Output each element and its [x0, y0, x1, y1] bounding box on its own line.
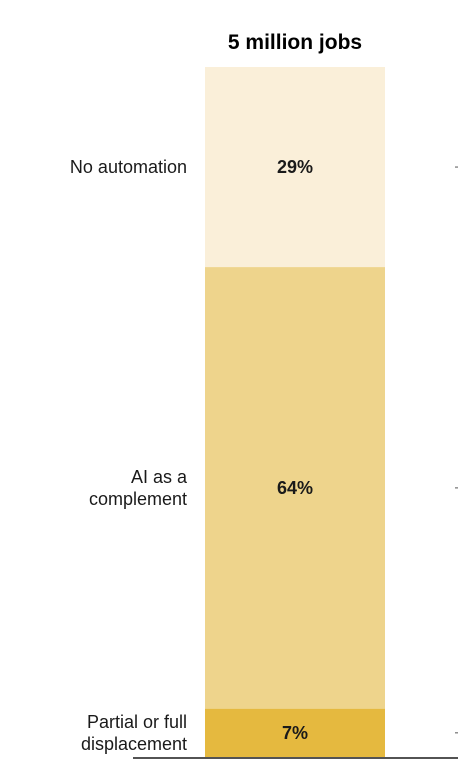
value-label-ai-as-a-complement: 64% [277, 478, 313, 498]
bar-segment-no-automation [205, 67, 385, 268]
category-label-partial-or-full-displacement: Partial or full displacement [81, 712, 187, 754]
category-label-ai-as-a-complement: AI as a complement [89, 467, 188, 509]
chart-title: 5 million jobs [228, 31, 362, 54]
bar-segments [205, 67, 385, 757]
bar-segment-partial-or-full-displacement [205, 708, 385, 757]
value-label-partial-or-full-displacement: 7% [282, 723, 308, 743]
segment-labels: 29% No automation 64% AI as a complement 7% Pa… [70, 157, 458, 754]
bar-segment-ai-as-a-complement [205, 267, 385, 709]
category-label-no-automation: No automation [70, 157, 187, 177]
value-label-no-automation: 29% [277, 157, 313, 177]
